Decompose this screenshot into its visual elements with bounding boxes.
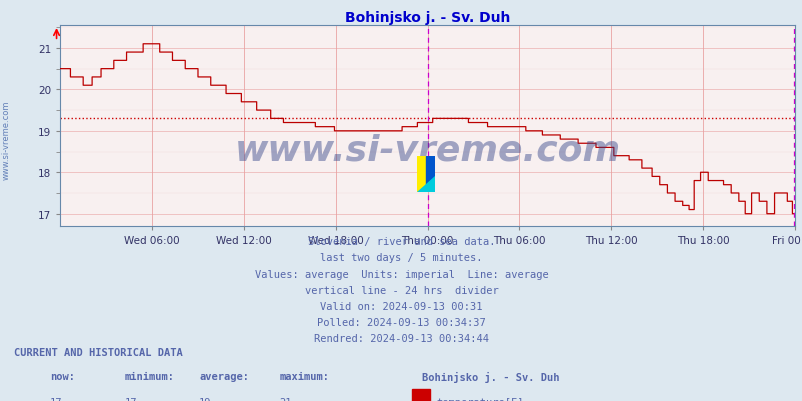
Text: www.si-vreme.com: www.si-vreme.com bbox=[2, 101, 11, 180]
Text: Values: average  Units: imperial  Line: average: Values: average Units: imperial Line: av… bbox=[254, 269, 548, 279]
Bar bbox=[411, 389, 429, 401]
Text: minimum:: minimum: bbox=[124, 371, 174, 381]
Bar bbox=[425, 156, 435, 192]
Text: Rendred: 2024-09-13 00:34:44: Rendred: 2024-09-13 00:34:44 bbox=[314, 333, 488, 343]
Text: 21: 21 bbox=[279, 397, 292, 401]
Text: average:: average: bbox=[199, 371, 249, 381]
Text: Polled: 2024-09-13 00:34:37: Polled: 2024-09-13 00:34:37 bbox=[317, 317, 485, 327]
Text: now:: now: bbox=[50, 371, 75, 381]
Text: Valid on: 2024-09-13 00:31: Valid on: 2024-09-13 00:31 bbox=[320, 301, 482, 311]
Text: www.si-vreme.com: www.si-vreme.com bbox=[234, 134, 620, 167]
Text: maximum:: maximum: bbox=[279, 371, 329, 381]
Text: temperature[F]: temperature[F] bbox=[435, 397, 523, 401]
Title: Bohinjsko j. - Sv. Duh: Bohinjsko j. - Sv. Duh bbox=[345, 11, 509, 25]
Text: Slovenia / river and sea data.: Slovenia / river and sea data. bbox=[307, 237, 495, 247]
Text: last two days / 5 minutes.: last two days / 5 minutes. bbox=[320, 253, 482, 263]
Text: CURRENT AND HISTORICAL DATA: CURRENT AND HISTORICAL DATA bbox=[14, 347, 182, 357]
Text: vertical line - 24 hrs  divider: vertical line - 24 hrs divider bbox=[304, 285, 498, 295]
Bar bbox=[417, 156, 425, 192]
Text: Bohinjsko j. - Sv. Duh: Bohinjsko j. - Sv. Duh bbox=[421, 371, 558, 382]
Polygon shape bbox=[417, 176, 435, 192]
Text: 19: 19 bbox=[199, 397, 212, 401]
Text: 17: 17 bbox=[50, 397, 63, 401]
Text: 17: 17 bbox=[124, 397, 137, 401]
